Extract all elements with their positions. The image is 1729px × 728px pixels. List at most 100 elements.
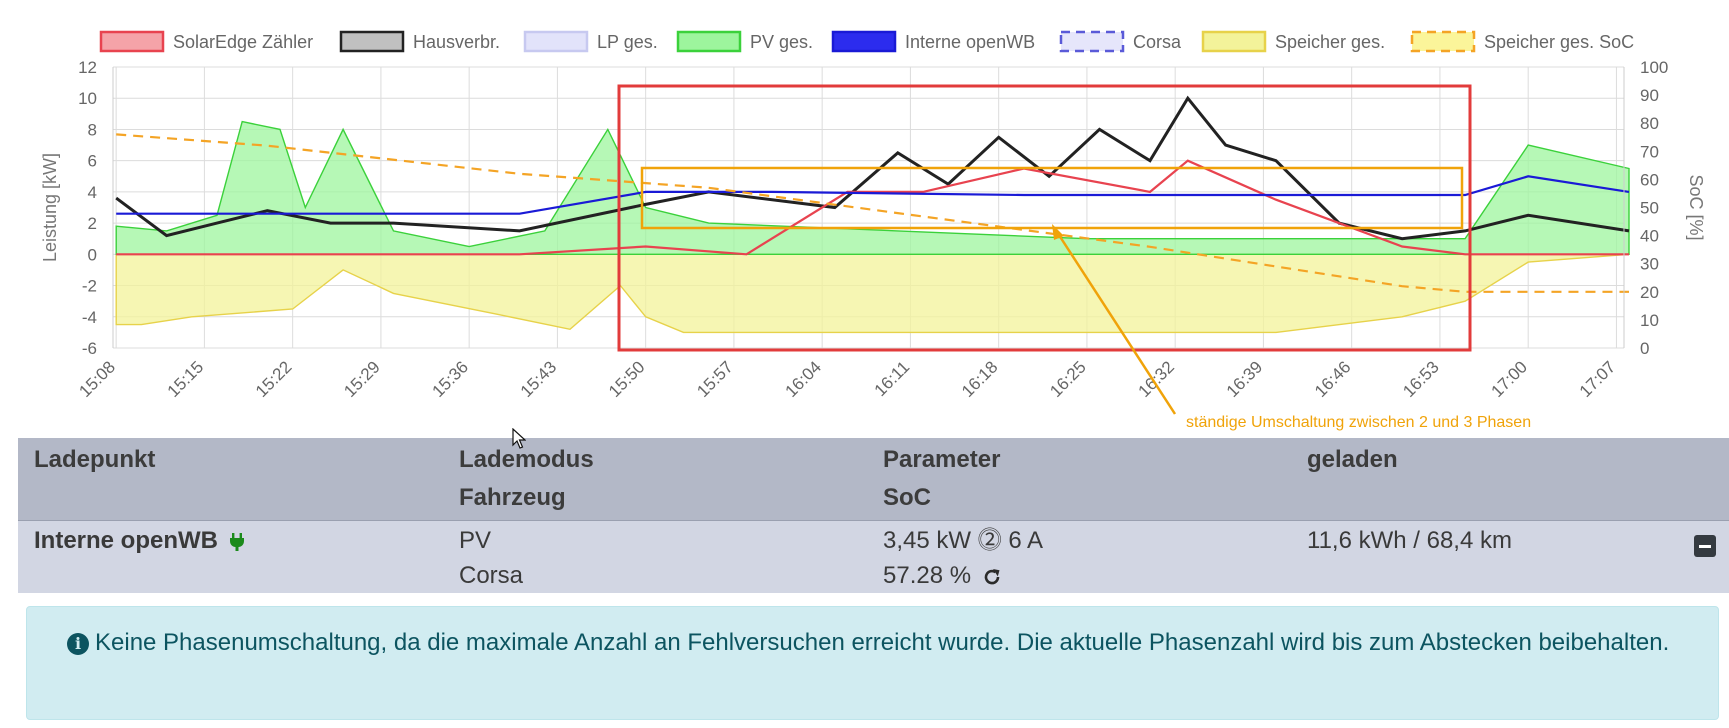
y2-tick-label: 100 xyxy=(1640,58,1668,77)
fahrzeug-value: Corsa xyxy=(459,562,524,589)
legend-item: SolarEdge Zähler xyxy=(99,30,313,53)
x-tick-label: 17:00 xyxy=(1487,357,1531,401)
collapse-minus-icon[interactable] xyxy=(1694,535,1716,557)
table-row[interactable]: Interne openWB PV Corsa 3,45 kW ⓶ 6 A 57… xyxy=(18,520,1729,593)
legend-label: Hausverbr. xyxy=(413,32,500,52)
y-tick-label: -6 xyxy=(82,339,97,358)
y2-tick-label: 50 xyxy=(1640,199,1659,218)
ladepunkt-cell: Interne openWB xyxy=(34,526,245,556)
x-tick-label: 16:25 xyxy=(1046,357,1090,401)
plug-icon xyxy=(229,532,244,551)
y-tick-label: 10 xyxy=(78,89,97,108)
x-tick-label: 16:46 xyxy=(1311,357,1355,401)
y2-tick-label: 60 xyxy=(1640,170,1659,189)
y-axis-title: Leistung [kW] xyxy=(40,153,60,262)
parameter-value: 3,45 kW ⓶ 6 A xyxy=(883,527,1044,554)
refresh-icon[interactable] xyxy=(982,567,1002,587)
series-area-pv-ges- xyxy=(115,120,1630,256)
soc-cell: 57.28 % xyxy=(883,561,1002,591)
legend-swatch xyxy=(676,30,742,53)
legend-item: PV ges. xyxy=(676,30,813,53)
y2-tick-label: 10 xyxy=(1640,311,1659,330)
y-tick-label: 8 xyxy=(88,120,97,139)
legend-swatch xyxy=(1201,30,1267,53)
highlight-red-box xyxy=(617,84,1472,352)
legend-label: Speicher ges. SoC xyxy=(1484,32,1634,52)
y2-tick-label: 90 xyxy=(1640,86,1659,105)
phase-switch-alert: i Keine Phasenumschaltung, da die maximal… xyxy=(26,606,1719,720)
y2-tick-label: 70 xyxy=(1640,142,1659,161)
series-line-speicher-ges-soc xyxy=(116,133,1629,293)
annotation-arrowhead xyxy=(1052,224,1064,240)
y-tick-label: 6 xyxy=(88,152,97,171)
legend-label: Interne openWB xyxy=(905,32,1035,52)
legend-swatch xyxy=(1059,30,1125,53)
mouse-cursor-icon xyxy=(512,428,526,449)
x-tick-label: 16:04 xyxy=(781,357,825,401)
legend-item: Speicher ges. SoC xyxy=(1410,30,1634,53)
annotation-arrow-line xyxy=(1055,231,1177,415)
legend-swatch xyxy=(99,30,165,53)
geladen-value: 11,6 kWh / 68,4 km xyxy=(1307,527,1512,554)
legend-swatch xyxy=(1410,30,1476,53)
x-tick-label: 16:39 xyxy=(1223,357,1267,401)
x-tick-label: 15:22 xyxy=(252,357,296,401)
legend-item: Interne openWB xyxy=(831,30,1035,53)
y-tick-label: 4 xyxy=(88,183,97,202)
header-soc: SoC xyxy=(883,484,931,511)
annotation-label: ständige Umschaltung zwischen 2 und 3 Ph… xyxy=(1186,414,1531,431)
y2-tick-label: 30 xyxy=(1640,255,1659,274)
legend-label: Speicher ges. xyxy=(1275,32,1385,52)
header-parameter: Parameter xyxy=(883,446,1001,473)
table-header: Ladepunkt Lademodus Fahrzeug Parameter S… xyxy=(18,438,1729,520)
y-tick-label: -2 xyxy=(82,277,97,296)
y-tick-label: 0 xyxy=(88,245,97,264)
y2-tick-label: 0 xyxy=(1640,339,1649,358)
soc-value: 57.28 % xyxy=(883,562,972,589)
series-line-solaredge-z-hler xyxy=(116,159,1629,256)
legend-swatch xyxy=(523,30,589,53)
power-chart: 121086420-2-4-6100908070605040302010015:… xyxy=(40,30,1706,433)
y-tick-label: -4 xyxy=(82,308,97,327)
x-tick-label: 15:08 xyxy=(75,357,119,401)
x-tick-label: 17:07 xyxy=(1576,357,1620,401)
ladepunkt-name: Interne openWB xyxy=(34,527,218,554)
legend-item: LP ges. xyxy=(523,30,658,53)
x-tick-label: 15:29 xyxy=(340,357,384,401)
legend-item: Hausverbr. xyxy=(339,30,500,53)
legend-item: Speicher ges. xyxy=(1201,30,1385,53)
series-area-speicher-ges- xyxy=(115,253,1630,334)
alert-text: Keine Phasenumschaltung, da die maximale… xyxy=(95,629,1670,656)
legend-label: Corsa xyxy=(1133,32,1182,52)
x-tick-label: 16:18 xyxy=(958,357,1002,401)
y-tick-label: 2 xyxy=(88,214,97,233)
chart-area: 12 10 8 6 4 2 0 -2 -4 -6 100 90 80 70 60 50 40 30 20 10 0 15:… xyxy=(40,30,1706,433)
x-tick-label: 15:15 xyxy=(164,357,208,401)
x-tick-label: 16:53 xyxy=(1399,357,1443,401)
x-tick-label: 16:11 xyxy=(871,357,914,400)
highlight-orange-box xyxy=(640,166,1464,230)
legend-label: LP ges. xyxy=(597,32,658,52)
x-tick-label: 16:32 xyxy=(1134,357,1178,401)
legend-label: PV ges. xyxy=(750,32,813,52)
x-tick-label: 15:43 xyxy=(517,357,561,401)
series-line-hausverbr- xyxy=(115,95,1630,241)
x-tick-label: 15:50 xyxy=(605,357,649,401)
y2-tick-label: 20 xyxy=(1640,283,1659,302)
x-tick-label: 15:57 xyxy=(693,357,737,401)
x-tick-label: 15:36 xyxy=(428,357,472,401)
legend-label: SolarEdge Zähler xyxy=(173,32,313,52)
legend-item: Corsa xyxy=(1059,30,1182,53)
header-lademodus: Lademodus xyxy=(459,446,594,473)
header-geladen: geladen xyxy=(1307,446,1398,473)
y2-tick-label: 40 xyxy=(1640,227,1659,246)
info-icon: i xyxy=(67,633,89,655)
y-tick-label: 12 xyxy=(78,58,97,77)
legend-swatch xyxy=(339,30,405,53)
charge-point-table: Ladepunkt Lademodus Fahrzeug Parameter S… xyxy=(18,438,1729,728)
y2-tick-label: 80 xyxy=(1640,114,1659,133)
lademodus-value: PV xyxy=(459,527,492,554)
header-fahrzeug: Fahrzeug xyxy=(459,484,566,511)
y2-axis-title: SoC [%] xyxy=(1686,174,1706,240)
series-line-interne-openwb xyxy=(116,175,1630,215)
